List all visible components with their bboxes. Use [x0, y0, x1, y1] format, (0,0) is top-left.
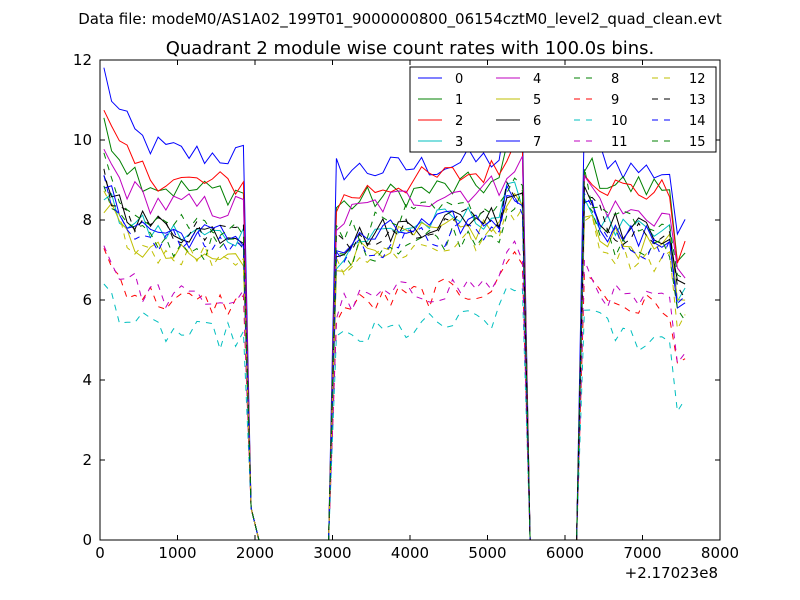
- chart-title: Quadrant 2 module wise count rates with …: [166, 38, 655, 59]
- y-tick-label: 10: [73, 131, 92, 149]
- series-line-5: [103, 192, 686, 540]
- y-tick-label: 2: [82, 451, 92, 469]
- series-line-1: [103, 117, 686, 540]
- legend-label: 9: [611, 93, 619, 108]
- legend-label: 10: [611, 114, 628, 129]
- x-tick-label: 7000: [623, 544, 661, 562]
- y-tick-label: 6: [82, 291, 92, 309]
- legend-label: 11: [611, 135, 628, 150]
- y-tick-label: 8: [82, 211, 92, 229]
- legend-label: 13: [689, 93, 706, 108]
- x-tick-label: 5000: [468, 544, 506, 562]
- x-tick-label: 4000: [391, 544, 429, 562]
- legend-label: 8: [611, 72, 619, 87]
- series-line-6: [103, 175, 686, 540]
- x-tick-label: 8000: [701, 544, 739, 562]
- legend-frame: [409, 66, 717, 153]
- legend-label: 1: [455, 93, 463, 108]
- x-tick-label: 0: [95, 544, 105, 562]
- x-axis: 0 1000 2000 3000 4000 5000 6000 7000 8000: [95, 60, 739, 562]
- legend-label: 5: [533, 93, 541, 108]
- legend-label: 15: [689, 135, 706, 150]
- x-tick-label: 1000: [158, 544, 196, 562]
- series-line-8: [103, 185, 686, 540]
- legend-label: 14: [689, 114, 706, 129]
- series-line-9: [103, 248, 686, 540]
- legend-label: 12: [689, 72, 706, 87]
- y-tick-label: 0: [82, 531, 92, 549]
- series-line-11: [103, 240, 686, 540]
- x-tick-label: 3000: [313, 544, 351, 562]
- legend-label: 0: [455, 72, 463, 87]
- series-line-2: [103, 109, 686, 540]
- legend-label: 4: [533, 72, 541, 87]
- series-line-0: [103, 67, 686, 540]
- x-tick-label: 6000: [546, 544, 584, 562]
- series-line-12: [103, 190, 686, 540]
- y-tick-label: 4: [82, 371, 92, 389]
- series-line-10: [103, 283, 686, 540]
- series-line-13: [103, 168, 686, 540]
- series-line-15: [103, 152, 686, 540]
- legend-label: 7: [533, 135, 541, 150]
- series-layer: [103, 67, 686, 540]
- y-tick-label: 12: [73, 51, 92, 69]
- series-line-14: [103, 175, 686, 540]
- x-tick-label: 2000: [236, 544, 274, 562]
- legend-label: 2: [455, 114, 463, 129]
- legend-label: 6: [533, 114, 541, 129]
- legend-label: 3: [455, 135, 463, 150]
- figure-suptitle: Data file: modeM0/AS1A02_199T01_90000008…: [78, 10, 722, 29]
- series-line-7: [103, 184, 686, 540]
- x-offset-label: +2.17023e8: [625, 564, 718, 582]
